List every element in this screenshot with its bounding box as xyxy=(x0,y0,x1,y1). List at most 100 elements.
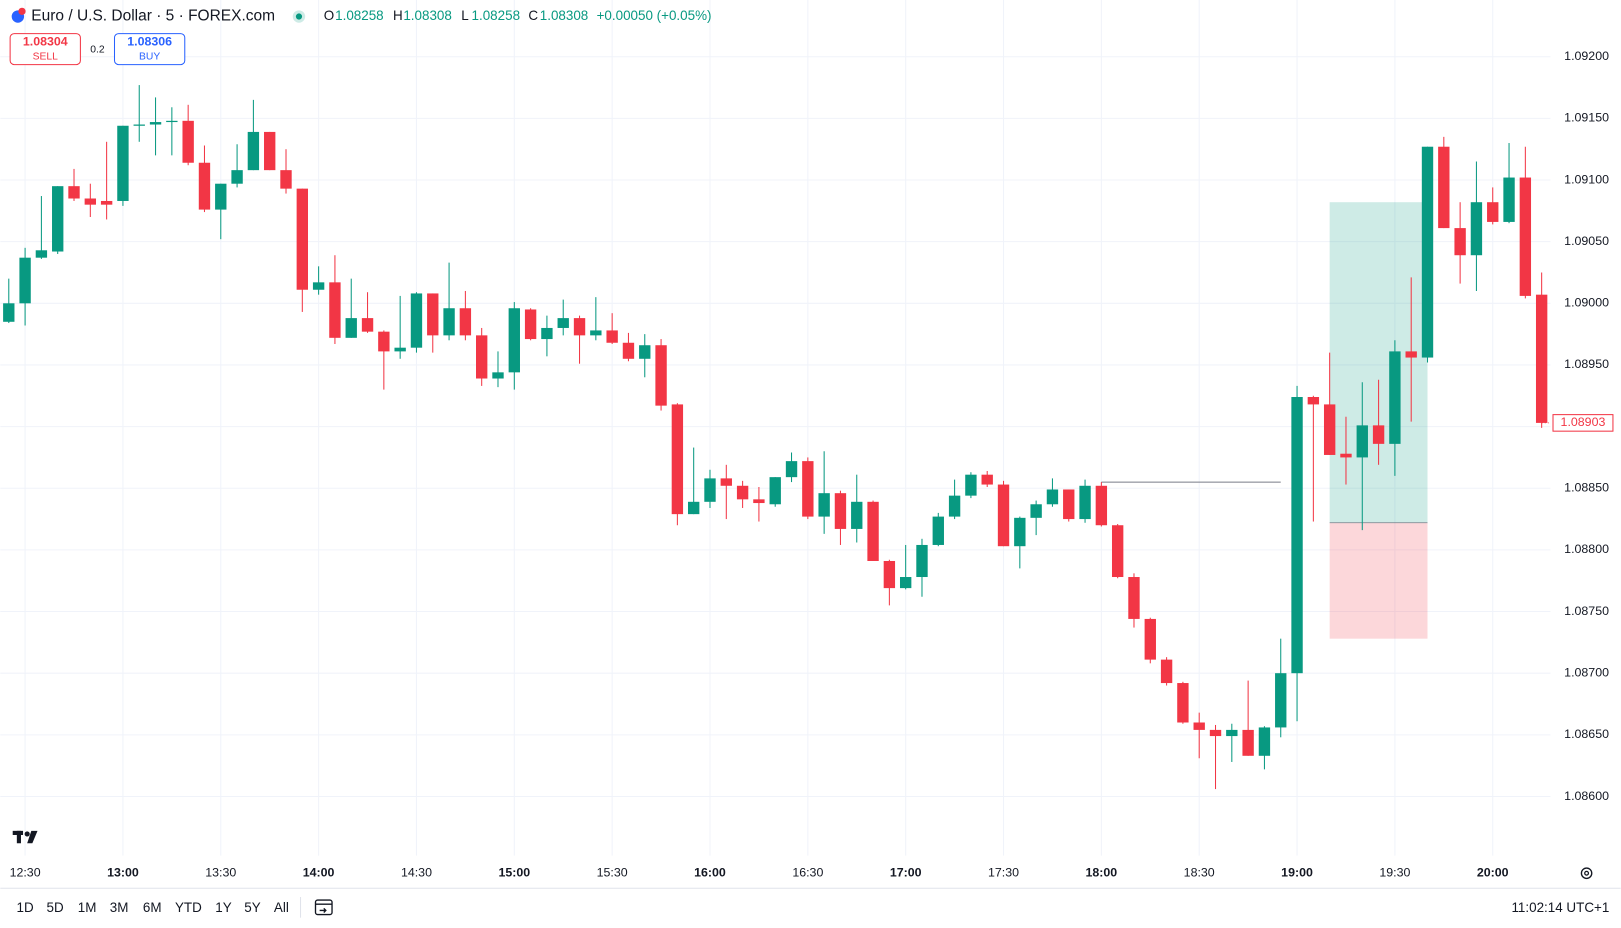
x-tick-label: 12:30 xyxy=(10,866,41,880)
x-tick-label: 15:30 xyxy=(597,866,628,880)
candle-body xyxy=(573,318,586,336)
x-tick-label: 13:30 xyxy=(205,866,236,880)
candle-body xyxy=(1030,504,1042,518)
candle-body xyxy=(785,461,798,478)
candle-body xyxy=(133,124,145,126)
candle-body xyxy=(948,495,961,517)
range-button[interactable]: 1M xyxy=(78,900,97,915)
candle-body xyxy=(1177,683,1189,723)
candle-body xyxy=(1323,404,1336,455)
buy-label[interactable]: BUY xyxy=(139,52,160,63)
spread: 0.2 xyxy=(90,44,105,55)
candle-body xyxy=(296,188,308,290)
calendar-frame[interactable] xyxy=(314,899,333,916)
x-tick-label: 17:30 xyxy=(988,866,1019,880)
range-button[interactable]: 1D xyxy=(17,900,34,915)
position-target-zone xyxy=(1329,202,1428,523)
candle-body xyxy=(1356,425,1368,458)
sell-box[interactable] xyxy=(9,33,81,66)
ohlc-value: 1.08258 xyxy=(472,8,521,23)
candle-body xyxy=(1389,351,1401,444)
candle-body xyxy=(541,327,553,340)
candle-body xyxy=(834,493,847,529)
candle-body xyxy=(769,477,781,505)
range-button[interactable]: 5Y xyxy=(244,900,260,915)
x-tick-label: 13:00 xyxy=(107,866,139,880)
candle-body xyxy=(932,516,944,545)
candle-body xyxy=(606,330,618,343)
y-tick-label: 1.09050 xyxy=(1564,234,1609,248)
candle-body xyxy=(916,544,928,578)
symbol-icon-flag xyxy=(18,7,26,15)
candle-body xyxy=(1258,727,1271,756)
range-button[interactable]: 6M xyxy=(143,900,162,915)
sell-button[interactable]: 1.08304 SELL xyxy=(9,33,81,66)
candle-body xyxy=(264,131,276,171)
candle-body xyxy=(1519,177,1532,296)
candle-body xyxy=(557,318,569,328)
ohlc-key: C xyxy=(528,8,538,23)
candle-body xyxy=(1470,202,1483,256)
candle-body xyxy=(1487,202,1499,222)
candle-body xyxy=(361,318,374,332)
range-button[interactable]: 3M xyxy=(110,900,129,915)
sell-label[interactable]: SELL xyxy=(33,52,59,63)
x-tick-label: 20:00 xyxy=(1477,866,1509,880)
candle-body xyxy=(1209,729,1222,737)
candle-body xyxy=(84,198,97,205)
candle-body xyxy=(345,318,357,338)
ohlc-key: H xyxy=(393,8,403,23)
candle-body xyxy=(1535,294,1548,423)
y-tick-label: 1.08850 xyxy=(1564,481,1609,495)
candle-body xyxy=(736,485,749,500)
range-button[interactable]: 1Y xyxy=(215,900,231,915)
range-button[interactable]: YTD xyxy=(175,900,202,915)
candle-body xyxy=(1063,489,1075,520)
y-tick-label: 1.09150 xyxy=(1564,111,1609,125)
sell-price[interactable]: 1.08304 xyxy=(23,35,68,49)
candle-body xyxy=(378,331,390,352)
candle-body xyxy=(639,345,651,359)
candle-body xyxy=(231,170,243,184)
candle-body xyxy=(149,122,162,125)
x-tick-label: 16:00 xyxy=(694,866,726,880)
candle-body xyxy=(1503,177,1515,222)
axes: 1.09200 1.09150 1.09100 1.09050 1.09000 1.089… xyxy=(10,49,1614,880)
range-button[interactable]: 5D xyxy=(46,900,63,915)
x-tick-label: 17:00 xyxy=(890,866,922,880)
calendar-arrow[interactable] xyxy=(319,907,327,913)
buy-button[interactable]: 1.08306 BUY xyxy=(113,33,186,66)
ohlc-value: 1.08308 xyxy=(403,8,452,23)
candle-body xyxy=(1405,351,1417,358)
candle-body xyxy=(52,186,64,252)
symbol-title: Euro / U.S. Dollar · 5 · FOREX.com xyxy=(31,8,275,25)
candle-body xyxy=(198,162,211,210)
candle-body xyxy=(981,474,993,485)
grid xyxy=(0,0,1551,856)
x-tick-label: 18:30 xyxy=(1184,866,1215,880)
logo-part xyxy=(16,830,21,844)
candle-body xyxy=(100,200,113,205)
y-tick-label: 1.08750 xyxy=(1564,604,1609,618)
candle-body xyxy=(166,120,178,123)
candle-body xyxy=(312,282,325,290)
candle-body xyxy=(1421,146,1434,358)
x-tick-label: 15:00 xyxy=(498,866,530,880)
buy-box[interactable] xyxy=(113,33,186,66)
candle-body xyxy=(899,577,912,589)
settings-icon-core[interactable] xyxy=(1584,870,1590,876)
candle-body xyxy=(68,186,80,199)
settings-icon[interactable] xyxy=(1580,867,1593,880)
ohlc-value: 1.08258 xyxy=(335,8,384,23)
goto-date-icon[interactable] xyxy=(314,899,333,916)
candle-body xyxy=(443,308,455,336)
x-tick-label: 14:30 xyxy=(401,866,432,880)
range-button[interactable]: All xyxy=(274,900,289,915)
tradingview-logo xyxy=(12,830,38,844)
buy-price[interactable]: 1.08306 xyxy=(127,35,172,49)
candle-body xyxy=(476,335,488,379)
candle-body xyxy=(427,293,439,336)
candle-body xyxy=(508,308,520,373)
